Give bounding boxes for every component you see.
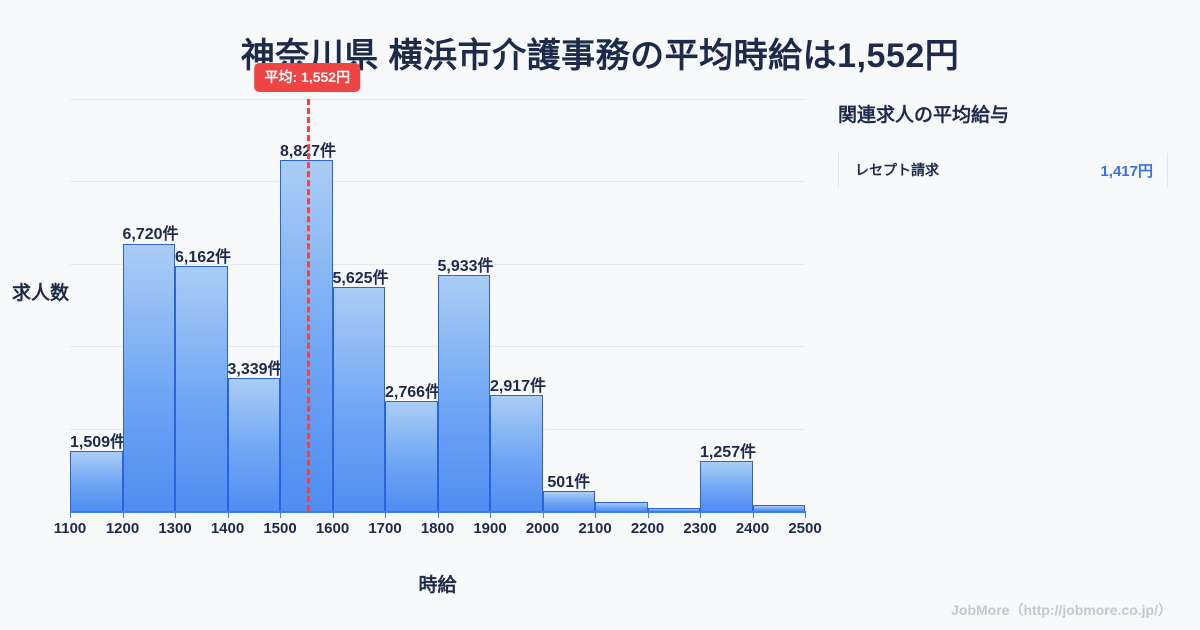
x-axis-tick-label: 2000 bbox=[525, 520, 560, 537]
x-axis-tick-mark bbox=[595, 511, 596, 518]
page-title: 神奈川県 横浜市介護事務の平均時給は1,552円 bbox=[240, 37, 960, 75]
x-axis-tick-label: 1400 bbox=[210, 520, 245, 537]
bar-value-label: 2,766件 bbox=[385, 383, 442, 401]
histogram-bar[interactable] bbox=[490, 394, 543, 511]
bar-value-label: 8,827件 bbox=[280, 142, 337, 160]
average-badge: 平均: 1,552円 bbox=[254, 63, 361, 92]
average-line bbox=[307, 99, 311, 511]
related-job-row[interactable]: レセプト請求 1,417円 bbox=[838, 153, 1168, 187]
bar-value-label: 5,625件 bbox=[332, 270, 389, 288]
gridline bbox=[70, 181, 805, 183]
bar-value-label: 501件 bbox=[547, 474, 591, 492]
x-axis-tick-label: 1700 bbox=[368, 520, 402, 537]
gridline bbox=[70, 99, 805, 100]
histogram-bar[interactable] bbox=[332, 287, 385, 511]
x-axis-tick-label: 1200 bbox=[105, 520, 140, 537]
histogram-bar[interactable] bbox=[647, 508, 700, 511]
related-job-name: レセプト請求 bbox=[855, 162, 939, 178]
histogram-bar[interactable] bbox=[595, 501, 648, 511]
histogram-bar[interactable] bbox=[385, 400, 438, 511]
x-axis-tick-mark bbox=[542, 511, 544, 518]
related-jobs-panel: 関連求人の平均給与 レセプト請求 1,417円 bbox=[838, 100, 1168, 187]
x-axis-tick-label: 2500 bbox=[788, 520, 822, 537]
related-jobs-title: 関連求人の平均給与 bbox=[838, 105, 1010, 126]
x-axis-tick-mark bbox=[700, 511, 701, 518]
gridline bbox=[70, 263, 805, 265]
histogram-bar[interactable] bbox=[175, 265, 228, 511]
site-credit: JobMore（http://jobmore.co.jp/） bbox=[951, 602, 1172, 618]
chart-container: 求人数 1,509件 6,720件 6,162件 3,339件 8,827件 5,625件… bbox=[12, 63, 822, 596]
x-axis-tick-mark bbox=[70, 511, 71, 518]
x-axis-tick-mark bbox=[385, 511, 386, 518]
x-axis-tick-label: 1300 bbox=[158, 520, 192, 537]
x-axis-tick-mark bbox=[752, 511, 754, 518]
x-axis-tick-label: 1800 bbox=[420, 520, 455, 537]
x-axis-tick-mark bbox=[437, 511, 439, 518]
bar-value-label: 2,917件 bbox=[490, 377, 547, 395]
x-axis-tick-label: 1600 bbox=[315, 520, 350, 537]
related-jobs-list: レセプト請求 1,417円 bbox=[838, 153, 1168, 187]
x-axis-tick-mark bbox=[227, 511, 229, 518]
histogram-bar[interactable] bbox=[542, 491, 595, 511]
x-axis-tick-mark bbox=[647, 511, 649, 518]
x-axis-tick-label: 1100 bbox=[53, 520, 87, 537]
histogram-bar[interactable] bbox=[280, 159, 333, 511]
x-axis-tick-mark bbox=[332, 511, 334, 518]
x-axis-title: 時給 bbox=[418, 575, 457, 596]
x-axis-tick-label: 2100 bbox=[578, 520, 612, 537]
x-axis-tick-mark bbox=[490, 511, 491, 518]
histogram-bar[interactable] bbox=[227, 378, 280, 511]
x-axis-tick-label: 1900 bbox=[473, 520, 507, 537]
bar-value-label: 1,509件 bbox=[70, 433, 127, 451]
x-axis-tick-mark bbox=[122, 511, 124, 518]
plot-area: 1,509件 6,720件 6,162件 3,339件 8,827件 5,625件 2,76… bbox=[54, 63, 822, 537]
x-axis-tick-label: 2300 bbox=[683, 520, 717, 537]
histogram-bar[interactable] bbox=[700, 460, 753, 511]
bar-value-label: 6,162件 bbox=[175, 248, 232, 266]
histogram-bar[interactable] bbox=[122, 243, 175, 511]
histogram-bar[interactable] bbox=[437, 274, 490, 511]
x-axis-tick-label: 1500 bbox=[263, 520, 297, 537]
histogram-bar[interactable] bbox=[70, 450, 123, 511]
x-axis-tick-mark bbox=[805, 511, 806, 518]
y-axis-title: 求人数 bbox=[12, 283, 70, 304]
bar-value-label: 1,257件 bbox=[700, 443, 757, 461]
related-job-value: 1,417円 bbox=[1100, 162, 1153, 180]
x-axis-tick-mark bbox=[175, 511, 176, 518]
x-axis-tick-mark bbox=[280, 511, 281, 518]
histogram-bar[interactable] bbox=[752, 505, 805, 511]
bar-value-label: 5,933件 bbox=[437, 257, 494, 275]
bar-value-label: 3,339件 bbox=[227, 361, 284, 379]
x-axis-tick-label: 2400 bbox=[735, 520, 770, 537]
bar-value-label: 6,720件 bbox=[122, 226, 179, 244]
x-axis-tick-label: 2200 bbox=[630, 520, 665, 537]
